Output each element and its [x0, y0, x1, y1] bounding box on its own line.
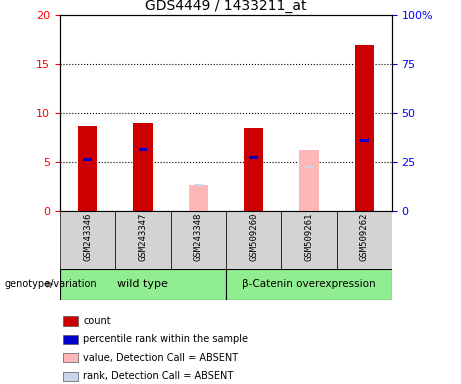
Bar	[337, 211, 392, 269]
Bar	[115, 211, 171, 269]
Bar	[60, 269, 226, 300]
Text: GSM509260: GSM509260	[249, 213, 258, 261]
Bar	[63, 372, 78, 381]
Text: GSM509262: GSM509262	[360, 213, 369, 261]
Text: GSM243348: GSM243348	[194, 213, 203, 261]
Bar	[60, 211, 115, 269]
Bar	[63, 353, 78, 362]
Bar	[360, 139, 368, 142]
Title: GDS4449 / 1433211_at: GDS4449 / 1433211_at	[145, 0, 307, 13]
Bar	[226, 269, 392, 300]
Bar	[249, 156, 258, 159]
Bar	[63, 316, 78, 326]
Bar	[63, 335, 78, 344]
Text: rank, Detection Call = ABSENT: rank, Detection Call = ABSENT	[83, 371, 233, 381]
Bar	[355, 45, 374, 211]
Bar	[133, 123, 153, 211]
Bar	[226, 211, 281, 269]
Text: GSM509261: GSM509261	[304, 213, 313, 261]
Bar	[305, 166, 313, 168]
Bar	[171, 211, 226, 269]
Text: percentile rank within the sample: percentile rank within the sample	[83, 334, 248, 344]
Bar	[83, 158, 92, 161]
Bar	[189, 185, 208, 211]
Text: wild type: wild type	[118, 279, 168, 289]
Text: GSM243347: GSM243347	[138, 213, 148, 261]
Text: value, Detection Call = ABSENT: value, Detection Call = ABSENT	[83, 353, 238, 363]
Text: genotype/variation: genotype/variation	[5, 279, 97, 289]
Bar	[78, 126, 97, 211]
Text: GSM243346: GSM243346	[83, 213, 92, 261]
Bar	[244, 128, 263, 211]
Bar	[281, 211, 337, 269]
Text: count: count	[83, 316, 111, 326]
Bar	[139, 148, 147, 151]
Text: β-Catenin overexpression: β-Catenin overexpression	[242, 279, 376, 289]
Bar	[194, 184, 202, 187]
Bar	[299, 149, 319, 211]
